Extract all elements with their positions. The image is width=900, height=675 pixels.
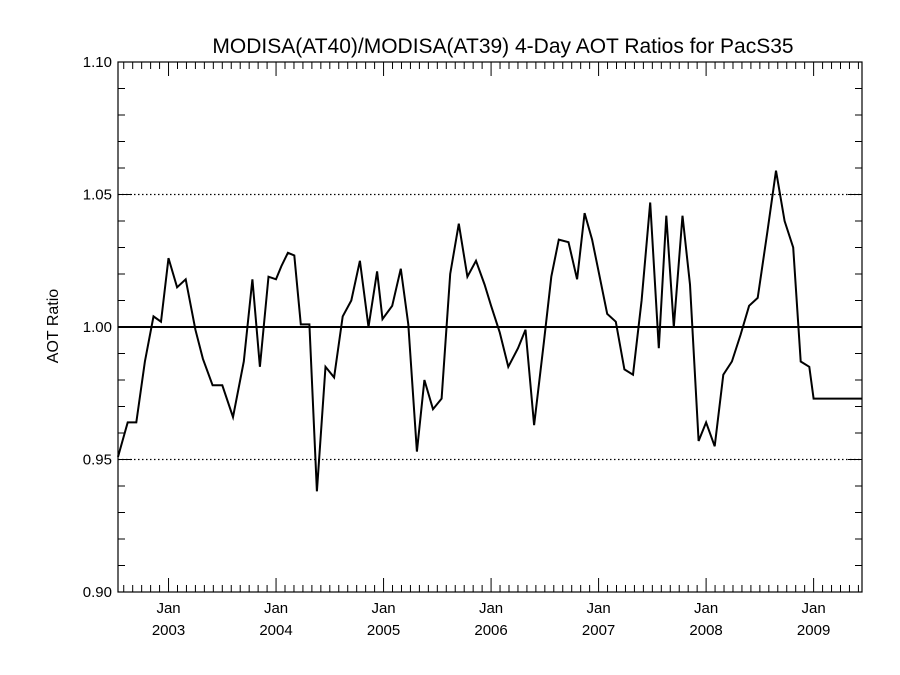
y-tick-label: 1.00: [83, 319, 112, 336]
x-tick-month-label: Jan: [264, 600, 288, 617]
y-tick-label: 1.05: [83, 187, 112, 204]
series-layer: [117, 170, 862, 492]
x-tick-year-label: 2008: [689, 622, 722, 639]
x-tick-year-label: 2005: [367, 622, 400, 639]
x-tick-year-label: 2009: [797, 622, 830, 639]
chart-title: MODISA(AT40)/MODISA(AT39) 4-Day AOT Rati…: [212, 35, 793, 58]
x-tick-month-label: Jan: [586, 600, 610, 617]
x-tick-month-label: Jan: [371, 600, 395, 617]
x-tick-month-label: Jan: [802, 600, 826, 617]
x-tick-year-label: 2003: [152, 622, 185, 639]
x-tick-year-label: 2004: [259, 622, 292, 639]
x-tick-month-label: Jan: [156, 600, 180, 617]
y-tick-label: 1.10: [83, 54, 112, 71]
y-axis-label: AOT Ratio: [45, 289, 62, 364]
series-line: [117, 170, 862, 492]
x-tick-year-label: 2007: [582, 622, 615, 639]
y-tick-label: 0.90: [83, 584, 112, 601]
x-tick-month-label: Jan: [479, 600, 503, 617]
reference-lines: [118, 193, 862, 461]
x-tick-year-label: 2006: [474, 622, 507, 639]
tick-labels: 0.90 0.95 1.00 1.05 1.10 Jan 2003 Jan 2004 Jan 200…: [83, 54, 831, 639]
y-tick-label: 0.95: [83, 452, 112, 469]
x-tick-month-label: Jan: [694, 600, 718, 617]
axes: [117, 61, 863, 593]
